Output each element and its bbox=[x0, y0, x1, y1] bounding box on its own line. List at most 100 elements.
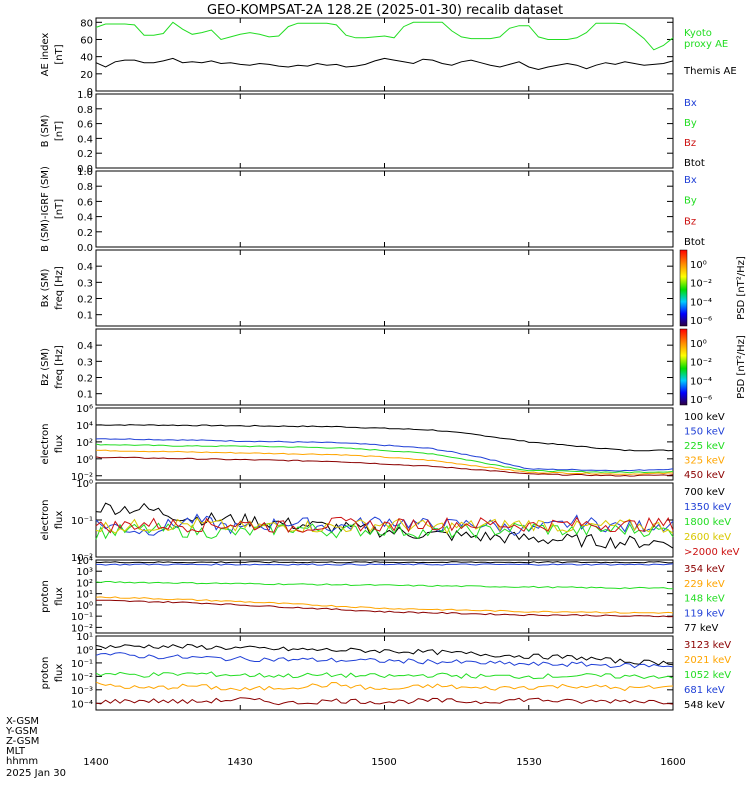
y-axis-label: flux bbox=[54, 435, 65, 454]
colorbar-tick-label: 10⁻⁶ bbox=[690, 316, 712, 327]
panel-frame bbox=[95, 93, 674, 169]
series-line-450-keV bbox=[95, 456, 674, 477]
y-axis-label: electron bbox=[40, 424, 51, 465]
y-tick-label: 0.2 bbox=[77, 149, 93, 160]
y-axis-label: [nT] bbox=[54, 121, 65, 141]
y-tick-label: 0.2 bbox=[77, 228, 93, 239]
colorbar-tick-label: 10⁻⁶ bbox=[690, 395, 712, 406]
y-axis-label: proton bbox=[40, 657, 51, 690]
series-line--2000-keV bbox=[95, 516, 674, 534]
colorbar-label: PSD [nT²/Hz] bbox=[736, 335, 747, 399]
y-tick-label: 0.4 bbox=[77, 213, 93, 224]
legend-entry: 1350 keV bbox=[684, 502, 731, 513]
y-axis-label: AE index bbox=[40, 33, 51, 77]
y-tick-label: 10⁰ bbox=[76, 601, 93, 612]
y-tick-label: 10¹ bbox=[76, 590, 93, 601]
legend-entry: 229 keV bbox=[684, 579, 725, 590]
colorbar bbox=[679, 328, 688, 406]
y-tick-label: 10⁻¹ bbox=[71, 612, 93, 623]
legend-entry: 681 keV bbox=[684, 685, 725, 696]
legend-entry: Btot bbox=[684, 237, 705, 248]
y-axis-label: Bx (SM) bbox=[40, 269, 51, 308]
y-tick-label: 0 bbox=[87, 87, 93, 98]
y-tick-label: 10³ bbox=[76, 567, 93, 578]
legend-entry: 1052 keV bbox=[684, 670, 731, 681]
x-tick-label: 1400 bbox=[83, 757, 108, 768]
y-tick-label: 0.1 bbox=[77, 311, 93, 322]
colorbar-tick-label: 10⁻⁴ bbox=[690, 376, 712, 387]
y-axis-label: Bz (SM) bbox=[40, 348, 51, 386]
series-line-229-keV bbox=[95, 596, 674, 614]
legend-entry: 3123 keV bbox=[684, 640, 731, 651]
series-line-2021-keV bbox=[95, 681, 674, 692]
series-line-681-keV bbox=[95, 652, 674, 669]
y-tick-label: 0.0 bbox=[77, 164, 93, 175]
y-tick-label: 0.2 bbox=[77, 374, 93, 385]
x-tick-label: 1530 bbox=[516, 757, 541, 768]
y-axis-label: electron bbox=[40, 500, 51, 541]
legend-entry: 148 keV bbox=[684, 594, 725, 605]
legend-entry: 354 keV bbox=[684, 564, 725, 575]
colorbar-tick-label: 10⁻⁴ bbox=[690, 297, 712, 308]
panel-frame bbox=[95, 249, 674, 327]
legend-entry: 2600 keV bbox=[684, 532, 731, 543]
x-tick-label: 1430 bbox=[227, 757, 252, 768]
y-tick-label: 0.1 bbox=[77, 390, 93, 401]
legend-entry: Bx bbox=[684, 98, 697, 109]
y-axis-label: B (SM) bbox=[40, 114, 51, 147]
y-tick-label: 10⁻³ bbox=[71, 686, 93, 697]
row-label-x-gsm: X-GSM bbox=[6, 716, 39, 727]
y-tick-label: 10⁻¹ bbox=[71, 516, 93, 527]
y-tick-label: 0.3 bbox=[77, 357, 93, 368]
panel-bz_spec: 0.1 0.2 0.3 0.4 Bz (SM) freq [Hz] 10⁰ 10⁻² 10⁻⁴ 1… bbox=[40, 328, 747, 406]
panel-bx_spec: 0.1 0.2 0.3 0.4 Bx (SM) freq [Hz] 10⁰ 10⁻² 10⁻⁴ 1… bbox=[40, 249, 747, 327]
panel-frame bbox=[95, 559, 674, 634]
panel-frame bbox=[95, 482, 674, 558]
panel-proton_high: 10¹ 10⁰ 10⁻¹ 10⁻² 10⁻³ 10⁻⁴ proton flux 3123 keV… bbox=[40, 632, 731, 711]
y-axis-label: freq [Hz] bbox=[54, 345, 65, 389]
legend-entry: Themis AE bbox=[683, 66, 737, 77]
legend-entry: By bbox=[684, 118, 697, 129]
legend-entry: 450 keV bbox=[684, 470, 725, 481]
colorbar-tick-label: 10⁻² bbox=[690, 358, 712, 369]
y-tick-label: 10⁻² bbox=[71, 672, 93, 683]
y-tick-label: 0.4 bbox=[77, 341, 93, 352]
y-axis-label: [nT] bbox=[54, 44, 65, 64]
series-line-1350-keV bbox=[95, 513, 674, 536]
legend-entry: 150 keV bbox=[684, 427, 725, 438]
series-line-100-keV bbox=[95, 424, 674, 452]
series-line-150-keV bbox=[95, 438, 674, 472]
legend-entry: Btot bbox=[684, 158, 705, 169]
y-tick-label: 10⁴ bbox=[76, 556, 93, 567]
x-tick-label: 1500 bbox=[371, 757, 396, 768]
series-line-Kyoto-proxy-AE bbox=[95, 21, 674, 51]
colorbar-tick-label: 10⁰ bbox=[690, 260, 707, 271]
y-tick-label: 0.6 bbox=[77, 197, 93, 208]
y-tick-label: 10⁻² bbox=[71, 553, 93, 564]
colorbar-tick-label: 10⁰ bbox=[690, 339, 707, 350]
legend-entry: 119 keV bbox=[684, 608, 725, 619]
y-axis-label: flux bbox=[54, 511, 65, 530]
y-tick-label: 0.3 bbox=[77, 278, 93, 289]
chart-title: GEO-KOMPSAT-2A 128.2E (2025-01-30) recal… bbox=[207, 3, 563, 18]
row-label-z-gsm: Z-GSM bbox=[6, 736, 39, 747]
panel-frame bbox=[95, 635, 674, 711]
y-tick-label: 10⁻² bbox=[71, 623, 93, 634]
y-tick-label: 0.4 bbox=[77, 262, 93, 273]
y-axis-label: freq [Hz] bbox=[54, 266, 65, 310]
y-tick-label: 0.6 bbox=[77, 120, 93, 131]
legend-entry: Bx bbox=[684, 175, 697, 186]
y-axis-label: proton bbox=[40, 580, 51, 613]
panel-frame bbox=[95, 170, 674, 248]
panel-electron_high: 10⁰ 10⁻¹ 10⁻² electron flux 700 keV 1350 keV 18… bbox=[40, 479, 740, 564]
series-line-Themis-AE bbox=[95, 57, 674, 71]
y-tick-label: 10¹ bbox=[76, 632, 93, 643]
y-tick-label: 40 bbox=[80, 53, 93, 64]
x-axis: 1400 1430 1500 1530 1600 bbox=[83, 757, 685, 768]
legend-entry: 325 keV bbox=[684, 456, 725, 467]
legend-entry: 2021 keV bbox=[684, 655, 731, 666]
legend-entry: 77 keV bbox=[684, 623, 718, 634]
